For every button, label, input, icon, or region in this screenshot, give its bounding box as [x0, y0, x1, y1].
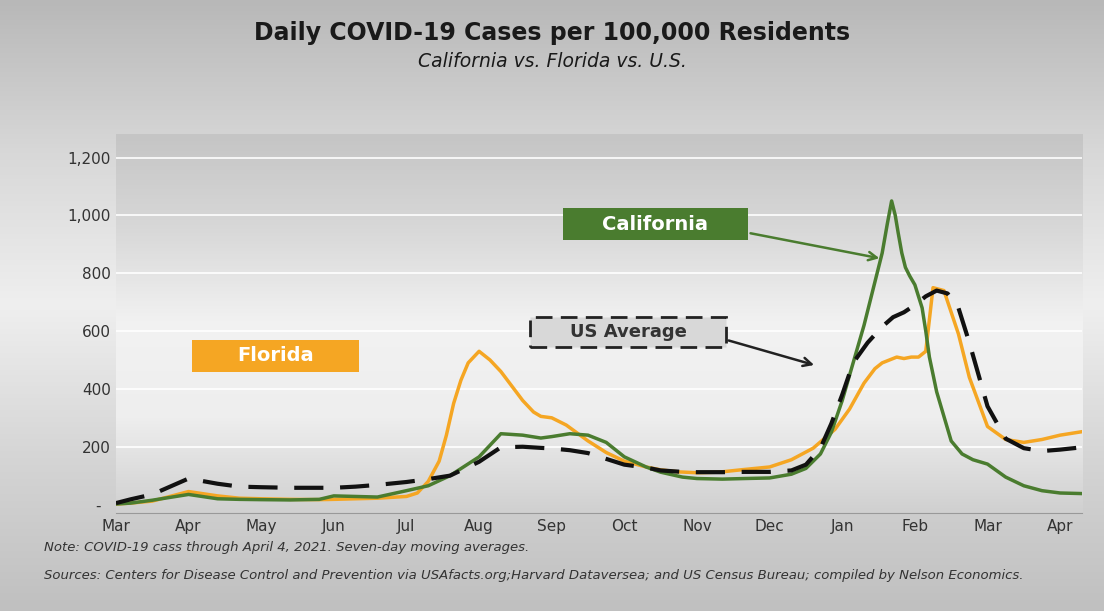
Text: US Average: US Average — [570, 323, 687, 341]
Bar — [192, 340, 359, 371]
Bar — [563, 208, 747, 240]
Text: Note: COVID-19 cass through April 4, 2021. Seven-day moving averages.: Note: COVID-19 cass through April 4, 202… — [44, 541, 530, 554]
Text: California vs. Florida vs. U.S.: California vs. Florida vs. U.S. — [417, 52, 687, 71]
Text: Daily COVID-19 Cases per 100,000 Residents: Daily COVID-19 Cases per 100,000 Residen… — [254, 21, 850, 45]
Text: Florida: Florida — [237, 346, 314, 365]
Text: California: California — [602, 214, 708, 233]
Text: Sources: Centers for Disease Control and Prevention via USAfacts.org;Harvard Dat: Sources: Centers for Disease Control and… — [44, 569, 1023, 582]
Bar — [530, 316, 726, 347]
